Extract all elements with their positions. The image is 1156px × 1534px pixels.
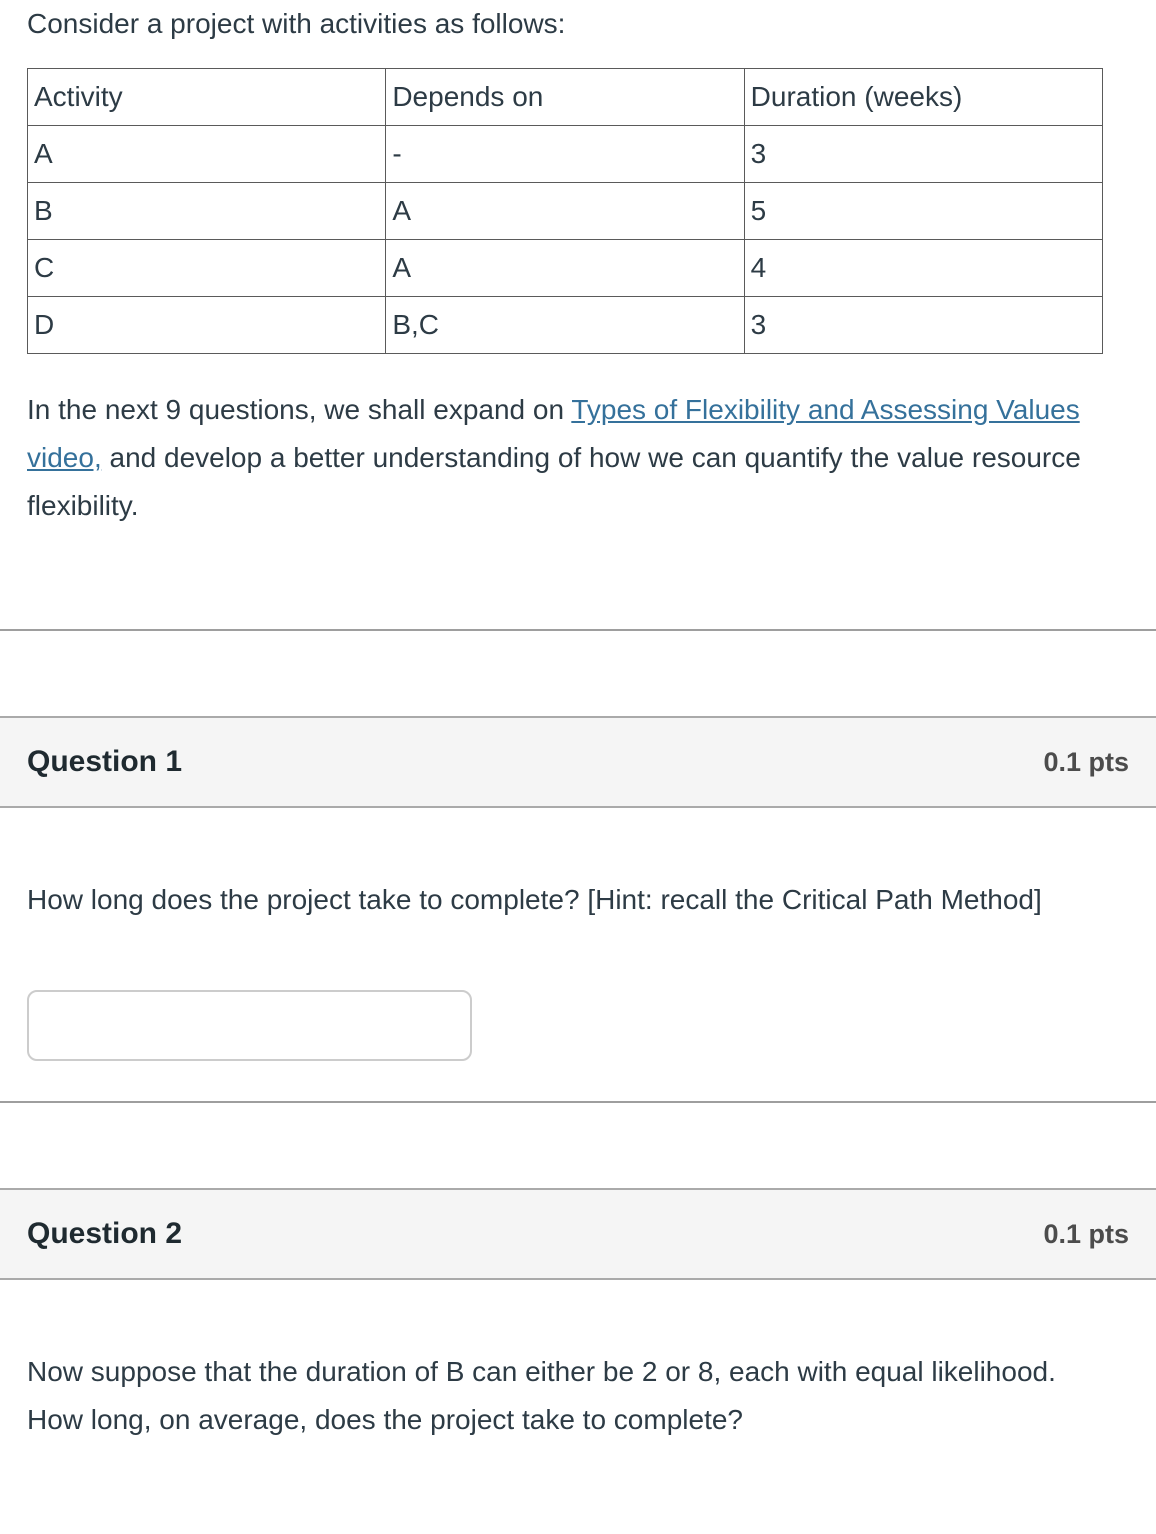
cell-activity: B xyxy=(26,182,387,240)
question-title: Question 1 xyxy=(27,745,183,778)
table-row: A - 3 xyxy=(26,125,1104,183)
activities-table: Activity Depends on Duration (weeks) A -… xyxy=(26,68,1104,354)
cell-activity: A xyxy=(26,125,387,183)
section-divider xyxy=(0,1101,1156,1103)
spacer xyxy=(27,1444,1129,1488)
question-text: How long does the project take to comple… xyxy=(27,884,1042,915)
question-2-header: Question 2 0.1 pts xyxy=(0,1188,1156,1280)
question-1-body: How long does the project take to comple… xyxy=(0,808,1156,1101)
answer-input[interactable] xyxy=(27,990,472,1061)
question-1-header: Question 1 0.1 pts xyxy=(0,716,1156,808)
video-link[interactable]: Types of Flexibility and Assessing Value… xyxy=(27,394,1080,473)
cell-activity: D xyxy=(26,296,387,354)
question-points: 0.1 pts xyxy=(1043,746,1129,777)
cell-duration: 5 xyxy=(743,182,1104,240)
cell-depends-on: B,C xyxy=(385,296,745,354)
intro-text: Consider a project with activities as fo… xyxy=(27,8,566,39)
quiz-description: Consider a project with activities as fo… xyxy=(0,0,1156,530)
question-1-section: Question 1 0.1 pts How long does the pro… xyxy=(0,716,1156,1101)
question-2-body: Now suppose that the duration of B can e… xyxy=(0,1280,1156,1488)
column-header-depends-on: Depends on xyxy=(385,68,745,126)
question-points: 0.1 pts xyxy=(1043,1218,1129,1249)
cell-depends-on: A xyxy=(385,182,745,240)
paragraph-text-after-link: and develop a better understanding of ho… xyxy=(27,442,1081,521)
table-row: B A 5 xyxy=(26,182,1104,240)
intro-paragraph: In the next 9 questions, we shall expand… xyxy=(27,354,1117,530)
cell-depends-on: - xyxy=(385,125,745,183)
question-text: Now suppose that the duration of B can e… xyxy=(27,1356,1056,1435)
question-title: Question 2 xyxy=(27,1217,183,1250)
table-row: C A 4 xyxy=(26,239,1104,297)
paragraph-text-before-link: In the next 9 questions, we shall expand… xyxy=(27,394,572,425)
table-header-row: Activity Depends on Duration (weeks) xyxy=(26,68,1104,126)
cell-activity: C xyxy=(26,239,387,297)
spacer xyxy=(27,1061,1129,1101)
cell-duration: 3 xyxy=(743,296,1104,354)
section-divider xyxy=(0,629,1156,631)
column-header-duration: Duration (weeks) xyxy=(743,68,1104,126)
cell-duration: 4 xyxy=(743,239,1104,297)
question-2-section: Question 2 0.1 pts Now suppose that the … xyxy=(0,1188,1156,1488)
column-header-activity: Activity xyxy=(26,68,387,126)
cell-duration: 3 xyxy=(743,125,1104,183)
table-row: D B,C 3 xyxy=(26,296,1104,354)
cell-depends-on: A xyxy=(385,239,745,297)
